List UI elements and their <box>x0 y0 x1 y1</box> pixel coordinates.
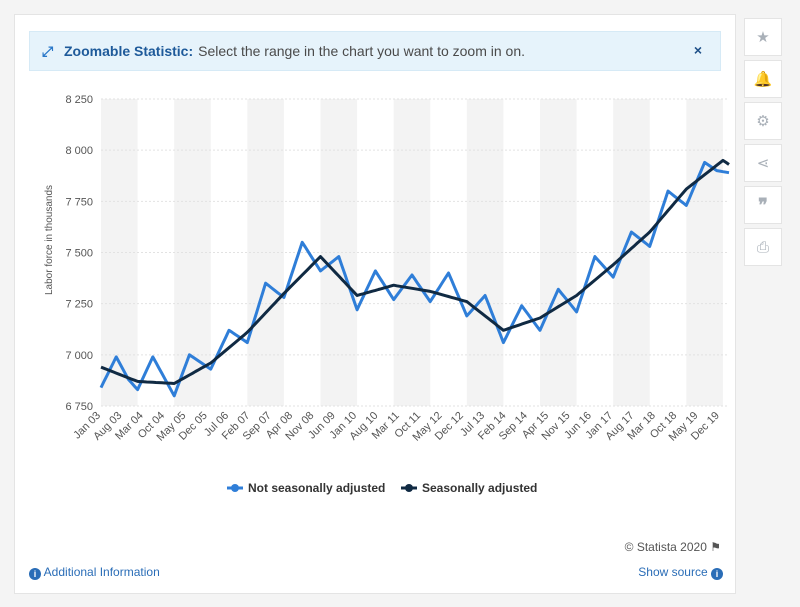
share-icon: ⋖ <box>756 155 770 172</box>
legend-label: Not seasonally adjusted <box>248 481 385 495</box>
grid-band <box>174 99 211 406</box>
settings-button[interactable]: ⚙ <box>744 102 782 140</box>
print-button[interactable]: ⎙ <box>744 228 782 266</box>
grid-band <box>686 99 723 406</box>
info-icon: i <box>29 568 41 580</box>
notification-button[interactable]: 🔔 <box>744 60 782 98</box>
series-lines <box>99 158 730 398</box>
close-button[interactable]: × <box>693 42 702 58</box>
info-icon: i <box>711 568 723 580</box>
legend-label: Seasonally adjusted <box>422 481 537 495</box>
line-chart[interactable]: 6 750 7 000 7 250 7 500 7 750 8 000 8 250 Jan … <box>15 15 735 535</box>
grid-band <box>393 99 431 406</box>
legend[interactable]: Not seasonally adjusted Seasonally adjus… <box>227 481 537 495</box>
y-tick-label: 6 750 <box>65 401 93 413</box>
sidebar-tools: ★ 🔔 ⚙ ⋖ ❞ ⎙ <box>744 18 784 270</box>
bell-icon: 🔔 <box>753 71 773 88</box>
show-source-link[interactable]: Show source i <box>638 565 723 580</box>
y-tick-label: 8 250 <box>65 94 93 106</box>
series-line-seasonally-adjusted[interactable] <box>100 158 730 385</box>
additional-info-link[interactable]: i Additional Information <box>29 565 160 580</box>
y-tick-label: 7 750 <box>65 196 93 208</box>
share-button[interactable]: ⋖ <box>744 144 782 182</box>
expand-icon: ⤢ <box>42 42 54 59</box>
legend-item-not-seasonally-adjusted[interactable]: Not seasonally adjusted <box>227 481 385 495</box>
gear-icon: ⚙ <box>756 113 770 130</box>
print-icon: ⎙ <box>756 238 769 256</box>
chart-card: ⤢ Zoomable Statistic: Select the range i… <box>14 14 736 594</box>
legend-item-seasonally-adjusted[interactable]: Seasonally adjusted <box>401 481 537 495</box>
cite-button[interactable]: ❞ <box>744 186 782 224</box>
y-axis-label: Labor force in thousands <box>44 185 55 295</box>
y-tick-label: 7 000 <box>65 350 93 362</box>
zoom-banner: ⤢ Zoomable Statistic: Select the range i… <box>29 31 721 71</box>
star-icon: ★ <box>756 29 770 46</box>
favorite-button[interactable]: ★ <box>744 18 782 56</box>
grid-band <box>101 99 138 406</box>
grid-band <box>613 99 650 406</box>
flag-icon: ⚑ <box>710 540 721 554</box>
copyright: © Statista 2020 ⚑ <box>624 540 721 554</box>
y-axis-ticks: 6 750 7 000 7 250 7 500 7 750 8 000 8 250 <box>65 94 729 413</box>
quote-icon: ❞ <box>758 194 768 215</box>
y-tick-label: 7 250 <box>65 299 93 311</box>
y-tick-label: 7 500 <box>65 248 93 260</box>
banner-title: Zoomable Statistic: <box>64 43 194 59</box>
banner-text: Select the range in the chart you want t… <box>198 43 526 59</box>
y-tick-label: 8 000 <box>65 145 93 157</box>
